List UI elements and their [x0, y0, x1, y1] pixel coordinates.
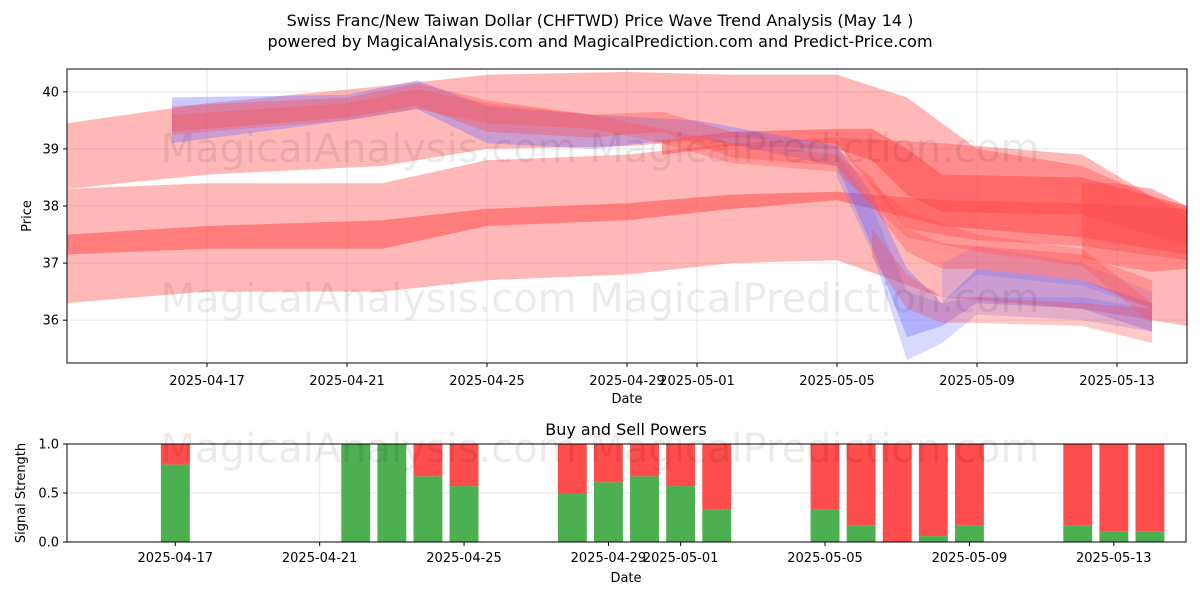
sell-power-bar [1063, 444, 1093, 526]
signal-y-tick-label: 1.0 [38, 438, 59, 453]
buy-power-bar [557, 493, 587, 542]
buy-power-bar [666, 486, 696, 542]
buy-power-bar [810, 509, 840, 542]
sell-power-bar [160, 444, 190, 465]
signal-x-tick-label: 2025-05-09 [932, 551, 1008, 566]
watermark-bottom: MagicalAnalysis.com MagicalPrediction.co… [161, 426, 1040, 472]
sell-power-bar [918, 444, 948, 537]
signal-panel: Buy and Sell Powers MagicalAnalysis.com … [14, 420, 1187, 586]
price-x-tick-label: 2025-05-01 [659, 374, 735, 389]
price-x-tick-label: 2025-04-17 [169, 374, 245, 389]
buy-power-bar [702, 509, 732, 542]
buy-power-bar [1063, 525, 1093, 542]
price-band-red-10 [872, 228, 1152, 343]
price-x-tick-label: 2025-04-25 [449, 374, 525, 389]
sell-power-bar [557, 444, 587, 493]
price-x-axis-label: Date [611, 392, 642, 407]
buy-power-bar [846, 525, 876, 542]
sell-power-bar [594, 444, 623, 483]
sell-power-bar [846, 444, 876, 526]
price-y-tick-label: 38 [42, 200, 59, 215]
price-band-red-4 [662, 128, 1187, 246]
price-band-blue-7 [837, 154, 1152, 361]
price-x-tick-label: 2025-04-21 [309, 374, 385, 389]
sell-power-bar [882, 444, 912, 542]
price-y-tick-label: 40 [42, 85, 59, 100]
sell-power-bar [955, 444, 984, 526]
watermark-top-1: MagicalAnalysis.com MagicalPrediction.co… [161, 126, 1040, 172]
price-y-tick-label: 36 [42, 314, 59, 329]
buy-power-bar [918, 536, 948, 542]
buy-power-bar [955, 525, 984, 542]
signal-x-tick-label: 2025-04-29 [571, 551, 647, 566]
price-y-axis-label: Price [20, 200, 35, 232]
price-band-red-3 [67, 71, 1187, 261]
signal-x-tick-label: 2025-04-21 [282, 551, 358, 566]
price-x-tick-label: 2025-04-29 [589, 374, 665, 389]
sell-power-bar [666, 444, 696, 487]
price-x-tick-label: 2025-05-09 [939, 374, 1015, 389]
signal-x-tick-label: 2025-05-13 [1076, 551, 1152, 566]
price-band-blue-8 [942, 246, 1152, 309]
buy-power-bar [1135, 531, 1165, 542]
buy-power-bar [630, 476, 659, 542]
buy-power-bar [341, 444, 371, 542]
signal-x-ticks: 2025-04-17 2025-04-21 2025-04-25 2025-04-29… [138, 542, 1152, 566]
price-band-blue-6 [172, 80, 1152, 338]
price-panel: MagicalAnalysis.com MagicalPrediction.co… [20, 68, 1188, 407]
signal-x-tick-label: 2025-05-01 [643, 551, 719, 566]
price-x-ticks: 2025-04-17 2025-04-21 2025-04-25 2025-04-29… [169, 363, 1155, 389]
sell-power-bar [449, 444, 479, 487]
signal-y-ticks: 0.0 0.5 1.0 [38, 438, 67, 551]
buy-power-bar [1099, 531, 1129, 542]
buy-power-bar [160, 464, 190, 542]
price-x-tick-label: 2025-05-13 [1079, 374, 1155, 389]
signal-panel-title: Buy and Sell Powers [545, 420, 707, 439]
price-band-red-5 [1082, 183, 1187, 272]
sell-power-bar [1135, 444, 1165, 532]
price-wave-bands [67, 71, 1187, 361]
signal-bars [160, 444, 1165, 542]
signal-x-tick-label: 2025-05-05 [787, 551, 863, 566]
sell-power-bar [1099, 444, 1129, 532]
signal-y-tick-label: 0.5 [38, 487, 59, 502]
sell-power-bar [810, 444, 840, 510]
price-band-red-9 [172, 83, 1152, 309]
sell-power-bar [630, 444, 659, 477]
buy-power-bar [413, 476, 443, 542]
buy-power-bar [449, 486, 479, 542]
sell-power-bar [702, 444, 732, 510]
signal-x-axis-label: Date [610, 571, 641, 586]
price-y-tick-label: 39 [42, 142, 59, 157]
chart-title-line1: Swiss Franc/New Taiwan Dollar (CHFTWD) P… [287, 11, 914, 30]
buy-power-bar [377, 444, 407, 542]
buy-power-bar [594, 482, 623, 542]
signal-y-tick-label: 0.0 [38, 536, 59, 551]
price-band-red-2 [67, 191, 1187, 255]
price-band-red-11 [172, 89, 1152, 323]
signal-y-axis-label: Signal Strength [14, 443, 29, 543]
price-y-ticks: 36 37 38 39 40 [42, 85, 67, 329]
sell-power-bar [413, 444, 443, 477]
signal-x-tick-label: 2025-04-17 [138, 551, 214, 566]
watermark-top-2: MagicalAnalysis.com MagicalPrediction.co… [161, 276, 1040, 322]
price-y-tick-label: 37 [42, 257, 59, 272]
price-x-tick-label: 2025-05-05 [799, 374, 875, 389]
chart-title-line2: powered by MagicalAnalysis.com and Magic… [267, 32, 932, 51]
signal-x-tick-label: 2025-04-25 [426, 551, 502, 566]
